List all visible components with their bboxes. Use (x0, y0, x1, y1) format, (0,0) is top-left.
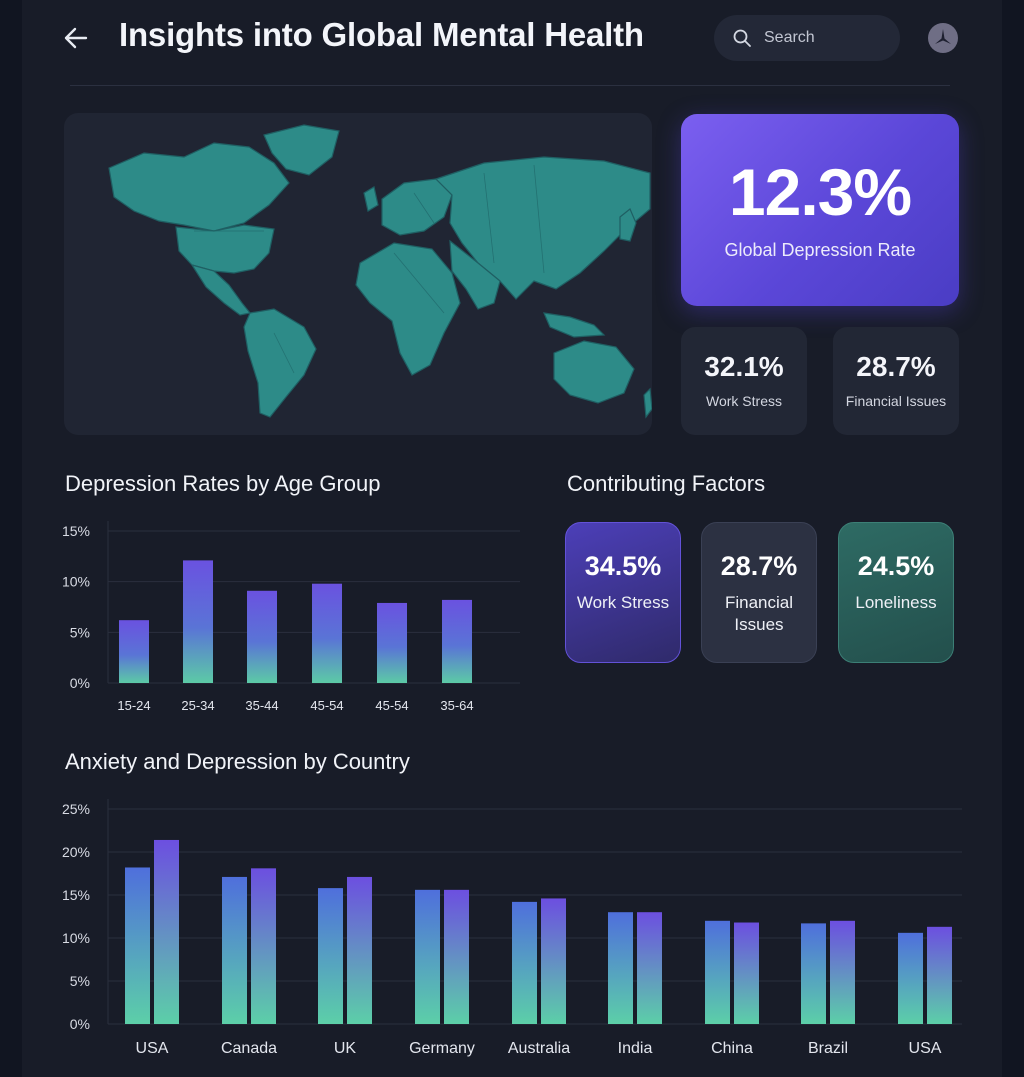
page-title: Insights into Global Mental Health (119, 16, 644, 53)
work-stress-value: 32.1% (704, 351, 784, 382)
financial-issues-card[interactable]: 28.7% Financial Issues (833, 327, 959, 435)
map-region-mexico (190, 264, 252, 316)
work-stress-label: Work Stress (706, 393, 782, 409)
factor-card-financial-issues[interactable]: 28.7% Financial Issues (701, 522, 817, 663)
factor-card-loneliness[interactable]: 24.5% Loneliness (838, 522, 954, 663)
country-borders (194, 164, 545, 374)
global-depression-value: 12.3% (728, 155, 912, 229)
global-depression-card[interactable]: 12.3% Global Depression Rate (681, 114, 959, 306)
map-region-europe (381, 178, 453, 236)
factor-value: 34.5% (584, 551, 662, 581)
country-chart-title: Anxiety and Depression by Country (65, 749, 410, 774)
arrow-left-icon (64, 27, 88, 49)
world-map-graphic (108, 124, 652, 419)
back-button[interactable] (60, 22, 92, 54)
map-region-africa (355, 242, 461, 376)
factor-label: Financial Issues (724, 593, 794, 634)
map-region-usa (175, 224, 275, 274)
search-bar[interactable] (714, 15, 900, 61)
map-region-japan (619, 208, 637, 242)
map-region-asia (434, 156, 651, 300)
map-region-south-america (243, 308, 317, 418)
factor-label: Work Stress (576, 593, 670, 612)
map-region-greenland (263, 124, 340, 176)
financial-issues-value: 28.7% (856, 351, 936, 382)
age-chart-title: Depression Rates by Age Group (65, 471, 381, 496)
factor-value: 24.5% (857, 551, 935, 581)
factor-label: Loneliness (855, 593, 937, 612)
work-stress-card[interactable]: 32.1% Work Stress (681, 327, 807, 435)
world-map[interactable] (64, 113, 652, 435)
map-region-australia (553, 340, 635, 404)
header-divider (70, 85, 950, 86)
map-region-new-zealand (643, 387, 652, 419)
factor-card-work-stress[interactable]: 34.5% Work Stress (565, 522, 681, 663)
global-depression-label: Global Depression Rate (724, 240, 916, 260)
avatar-emblem-icon (935, 29, 951, 44)
factors-title: Contributing Factors (567, 471, 766, 496)
financial-issues-label: Financial Issues (845, 393, 947, 409)
map-region-middle-east (449, 239, 501, 310)
search-input[interactable] (762, 28, 886, 48)
map-region-canada (108, 142, 290, 232)
map-region-uk (363, 186, 379, 212)
user-avatar[interactable] (928, 23, 958, 53)
factor-value: 28.7% (720, 551, 798, 581)
search-icon (733, 29, 751, 47)
map-region-indonesia (543, 312, 606, 338)
